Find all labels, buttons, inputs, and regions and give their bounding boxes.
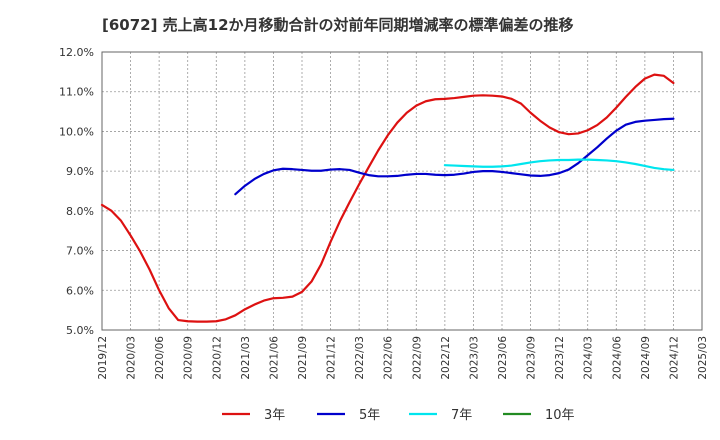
y-tick-label: 9.0% — [66, 165, 94, 178]
y-tick-label: 11.0% — [59, 86, 94, 99]
y-tick-label: 5.0% — [66, 324, 94, 337]
legend-label-10年: 10年 — [545, 408, 575, 423]
x-tick-label: 2024/09 — [640, 336, 652, 380]
x-tick-label: 2021/09 — [297, 336, 309, 380]
x-tick-label: 2022/12 — [440, 336, 452, 380]
y-tick-label: 6.0% — [66, 284, 94, 297]
series-line-5年 — [234, 117, 675, 196]
y-tick-label: 7.0% — [66, 245, 94, 258]
x-tick-label: 2023/03 — [468, 336, 480, 380]
x-tick-label: 2019/12 — [97, 336, 109, 380]
x-tick-label: 2024/12 — [668, 336, 680, 380]
chart-title: [6072] 売上高12か月移動合計の対前年同期増減率の標準偏差の推移 — [102, 16, 574, 34]
legend-label-3年: 3年 — [264, 408, 285, 423]
series-line-3年 — [100, 73, 675, 323]
x-tick-label: 2023/12 — [554, 336, 566, 380]
x-tick-label: 2024/06 — [611, 336, 623, 380]
x-tick-label: 2022/06 — [383, 336, 395, 380]
x-tick-label: 2020/06 — [154, 336, 166, 380]
legend-label-5年: 5年 — [359, 408, 380, 423]
y-tick-label: 10.0% — [59, 125, 94, 138]
series-line-7年 — [443, 158, 675, 172]
x-tick-label: 2022/09 — [411, 336, 423, 380]
x-tick-label: 2020/12 — [211, 336, 223, 380]
x-tick-label: 2020/03 — [126, 336, 138, 380]
plot-frame — [101, 51, 703, 331]
x-tick-label: 2023/09 — [526, 336, 538, 380]
y-tick-label: 12.0% — [59, 46, 94, 59]
x-tick-label: 2021/12 — [326, 336, 338, 380]
x-tick-label: 2021/06 — [268, 336, 280, 380]
x-tick-label: 2021/03 — [240, 336, 252, 380]
x-tick-label: 2022/03 — [354, 336, 366, 380]
legend-label-7年: 7年 — [451, 408, 472, 423]
x-tick-label: 2023/06 — [497, 336, 509, 380]
x-tick-label: 2024/03 — [583, 336, 595, 380]
y-tick-label: 8.0% — [66, 205, 94, 218]
x-tick-label: 2025/03 — [697, 336, 709, 380]
x-tick-label: 2020/09 — [183, 336, 195, 380]
